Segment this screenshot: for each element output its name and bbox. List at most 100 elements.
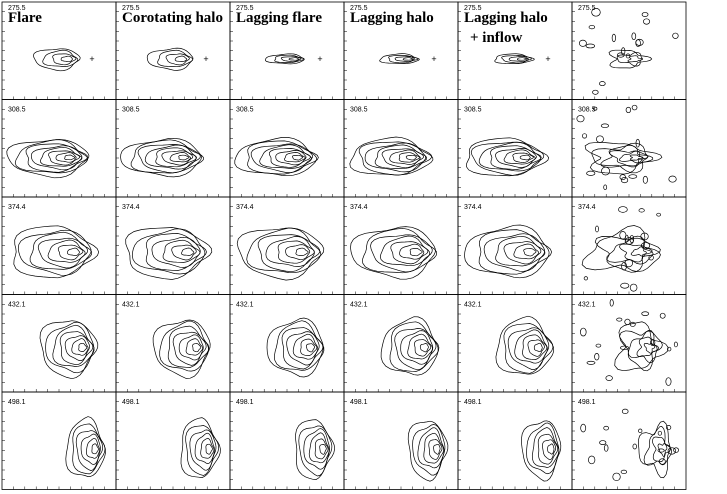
contour — [33, 48, 81, 72]
contour — [308, 432, 330, 464]
contour — [527, 339, 545, 357]
contour — [389, 149, 421, 165]
contour — [277, 240, 315, 264]
contour — [657, 442, 668, 458]
contour — [274, 54, 305, 63]
contour — [42, 49, 79, 67]
contour — [379, 235, 431, 267]
noise-contour — [624, 318, 631, 326]
noise-contour — [621, 47, 626, 56]
contour — [319, 444, 327, 455]
contour — [629, 154, 644, 161]
contour — [523, 248, 537, 257]
contour — [298, 425, 333, 477]
panel-frame — [343, 99, 459, 198]
contour — [349, 136, 434, 176]
noise-contour — [658, 458, 666, 465]
noise-contour — [629, 283, 638, 292]
noise-contour — [640, 242, 651, 250]
contour — [86, 437, 100, 459]
contour — [423, 432, 444, 464]
row-label: 432.1 — [578, 302, 596, 309]
contour — [45, 321, 95, 374]
noise-contour — [596, 135, 604, 143]
contour — [189, 429, 217, 471]
row-label: 308.5 — [122, 107, 140, 114]
panel-frame — [1, 294, 117, 393]
noise-contour — [640, 232, 649, 241]
contour — [314, 438, 329, 460]
contour — [65, 416, 106, 477]
contour — [390, 241, 429, 265]
contour — [412, 424, 446, 476]
noise-contour — [580, 327, 587, 337]
contour — [288, 57, 300, 61]
contour — [464, 224, 550, 279]
panel-frame — [457, 196, 573, 295]
contour — [519, 154, 531, 161]
contour — [205, 443, 213, 455]
contour — [161, 150, 194, 166]
noise-contour — [585, 43, 596, 49]
noise-contour — [581, 133, 588, 139]
contour — [151, 236, 201, 268]
contour — [152, 319, 211, 379]
column-title: Lagging halo — [350, 10, 434, 26]
column-title: Lagging flare — [236, 10, 322, 26]
contour — [246, 227, 322, 274]
noise-contour — [657, 430, 662, 436]
contour — [13, 225, 100, 279]
center-marker: + — [431, 54, 436, 64]
contour — [508, 56, 529, 62]
center-marker: + — [203, 54, 208, 64]
contour — [517, 57, 528, 61]
contour — [389, 321, 440, 372]
contour — [478, 229, 552, 275]
noise-contour — [588, 25, 596, 30]
panel-frame — [1, 99, 117, 198]
contour — [503, 241, 542, 265]
noise-contour — [629, 234, 635, 244]
column-title: Corotating halo — [122, 10, 223, 26]
noise-contour — [611, 33, 616, 43]
noise-contour — [620, 282, 630, 289]
contour — [47, 239, 86, 263]
contour — [172, 331, 207, 366]
contour — [178, 154, 190, 161]
noise-contour — [625, 53, 631, 59]
noise-contour — [621, 261, 627, 271]
contour — [350, 226, 436, 280]
row-label: 432.1 — [464, 302, 482, 309]
contour — [619, 150, 644, 164]
noise-contour — [668, 175, 677, 183]
contour — [512, 152, 534, 163]
noise-contour — [631, 104, 638, 111]
contour — [120, 137, 202, 178]
noise-contour — [667, 346, 672, 352]
contour — [29, 231, 93, 270]
contour — [608, 49, 653, 69]
noise-contour — [612, 472, 621, 482]
noise-contour — [593, 106, 598, 111]
contour — [162, 239, 201, 263]
contour — [285, 244, 311, 261]
noise-contour — [631, 32, 637, 41]
contour — [627, 329, 658, 364]
row-label: 498.1 — [122, 399, 140, 406]
noise-contour — [620, 177, 629, 184]
contour — [300, 338, 318, 356]
panel-frame — [457, 294, 573, 393]
row-label: 308.5 — [350, 107, 368, 114]
row-label: 275.5 — [350, 5, 368, 12]
noise-contour — [673, 447, 679, 453]
contour — [266, 317, 324, 378]
row-label: 498.1 — [236, 399, 254, 406]
noise-contour — [621, 408, 629, 415]
contour — [75, 430, 104, 471]
contour — [433, 443, 441, 455]
noise-contour — [599, 440, 607, 446]
contour — [268, 148, 311, 168]
row-label: 374.4 — [464, 204, 482, 211]
contour — [495, 315, 555, 375]
contour — [503, 149, 536, 165]
